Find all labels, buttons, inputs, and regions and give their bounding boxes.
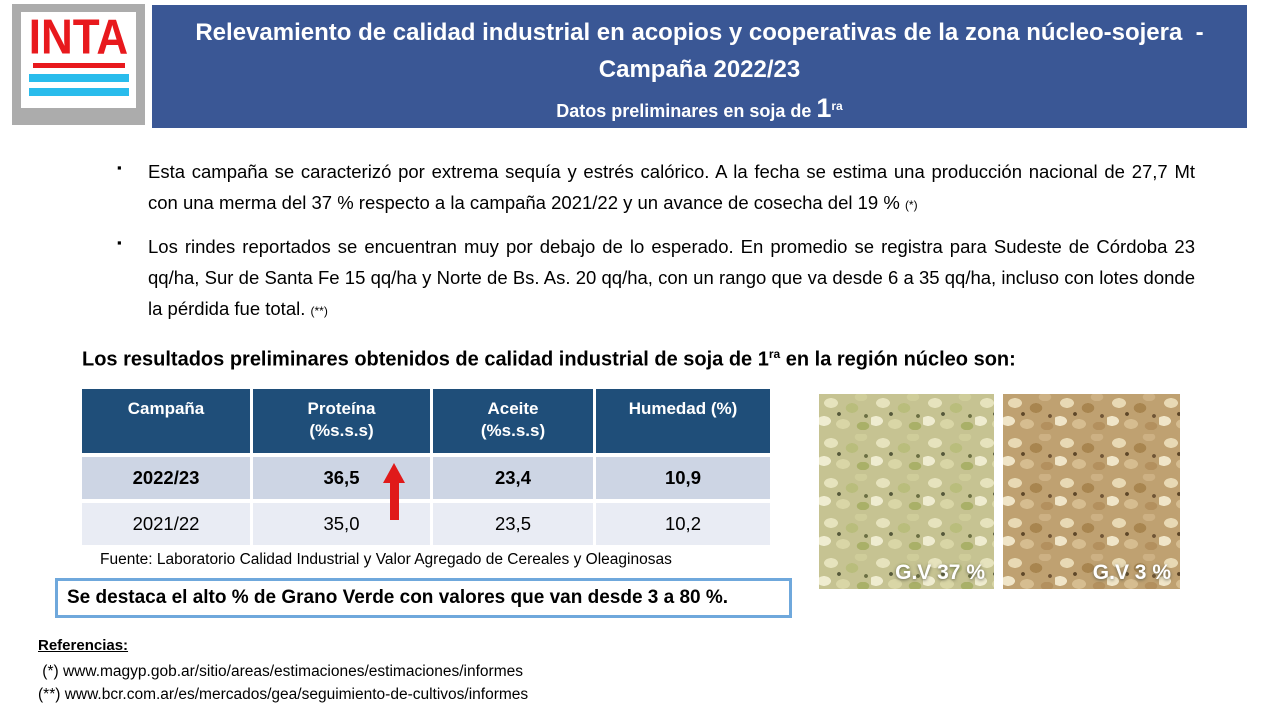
references-section: Referencias: (*) www.magyp.gob.ar/sitio/… (38, 637, 528, 706)
results-heading: Los resultados preliminares obtenidos de… (82, 347, 1016, 372)
table-source: Fuente: Laboratorio Calidad Industrial y… (100, 551, 672, 568)
results-heading-superscript: ra (768, 347, 781, 361)
soybean-photo-high-green-grain: G.V 37 % (819, 394, 994, 589)
bullet-1-ref-mark: (*) (904, 198, 918, 212)
subtitle-number: 1 (816, 93, 832, 123)
inta-logo-underline (32, 63, 125, 68)
slide-title-line-1: Relevamiento de calidad industrial en ac… (195, 19, 1204, 46)
title-banner: Relevamiento de calidad industrial en ac… (152, 5, 1247, 128)
table-cell-humedad-2021-22: 10,2 (596, 503, 770, 545)
table-cell-campana-2022-23: 2022/23 (82, 457, 250, 499)
header-line: Aceite (487, 399, 539, 418)
table-header-campana: Campaña (82, 389, 250, 453)
bullet-marker-icon: ▪ (117, 160, 122, 175)
green-grain-3-label: G.V 3 % (1092, 561, 1171, 584)
bullet-2-body: Los rindes reportados se encuentran muy … (148, 236, 1195, 319)
slide-title-line-2: Campaña 2022/23 (598, 56, 801, 83)
table-cell-aceite-2021-22: 23,5 (433, 503, 593, 545)
inta-logo-text: INTA (28, 9, 129, 65)
bullet-marker-icon: ▪ (117, 235, 122, 250)
reference-link-magyp: (*) www.magyp.gob.ar/sitio/areas/estimac… (38, 663, 523, 680)
bullet-item-1: ▪ Esta campaña se caracterizó por extrem… (117, 156, 1195, 221)
table-header-humedad: Humedad (%) (596, 389, 770, 453)
header-line: Campaña (127, 399, 205, 418)
green-grain-highlight-box: Se destaca el alto % de Grano Verde con … (55, 578, 792, 618)
header-line: Humedad (%) (628, 399, 738, 418)
inta-logo-bar-2 (28, 88, 129, 96)
bullet-text-1: Esta campaña se caracterizó por extrema … (148, 156, 1195, 221)
protein-increase-arrow-icon (383, 463, 405, 520)
slide-subtitle: Datos preliminares en soja de 1ra (152, 93, 1247, 124)
subtitle-superscript: ra (831, 99, 843, 113)
results-heading-prefix: Los resultados preliminares obtenidos de… (82, 348, 769, 371)
bullet-2-ref-mark: (**) (310, 304, 328, 318)
quality-table: Campaña Proteína (%s.s.s) Aceite (%s.s.s) … (82, 389, 770, 545)
inta-logo: INTA (12, 4, 145, 125)
bullet-item-2: ▪ Los rindes reportados se encuentran mu… (117, 231, 1195, 327)
inta-logo-bar-1 (28, 74, 129, 82)
table-cell-aceite-2022-23: 23,4 (433, 457, 593, 499)
table-header-aceite: Aceite (%s.s.s) (433, 389, 593, 453)
arrow-shaft (389, 483, 399, 520)
arrow-head (383, 463, 405, 483)
inta-logo-inner: INTA (21, 9, 136, 108)
results-heading-suffix: en la región núcleo son: (780, 348, 1016, 371)
table-cell-humedad-2022-23: 10,9 (596, 457, 770, 499)
header-line: (%s.s.s) (309, 421, 374, 440)
table-header-proteina: Proteína (%s.s.s) (253, 389, 430, 453)
bullet-1-body: Esta campaña se caracterizó por extrema … (148, 161, 1195, 213)
references-heading: Referencias: (38, 637, 129, 654)
green-grain-37-label: G.V 37 % (895, 561, 985, 584)
table-cell-campana-2021-22: 2021/22 (82, 503, 250, 545)
table-cell-proteina-2021-22: 35,0 (253, 503, 430, 545)
header-line: (%s.s.s) (480, 421, 546, 440)
subtitle-text: Datos preliminares en soja de (556, 101, 817, 121)
bullet-list: ▪ Esta campaña se caracterizó por extrem… (117, 156, 1195, 337)
reference-link-bcr: (**) www.bcr.com.ar/es/mercados/gea/segu… (38, 686, 529, 703)
bullet-text-2: Los rindes reportados se encuentran muy … (148, 231, 1195, 327)
soybean-photo-low-green-grain: G.V 3 % (1003, 394, 1180, 589)
header-line: Proteína (307, 399, 376, 418)
